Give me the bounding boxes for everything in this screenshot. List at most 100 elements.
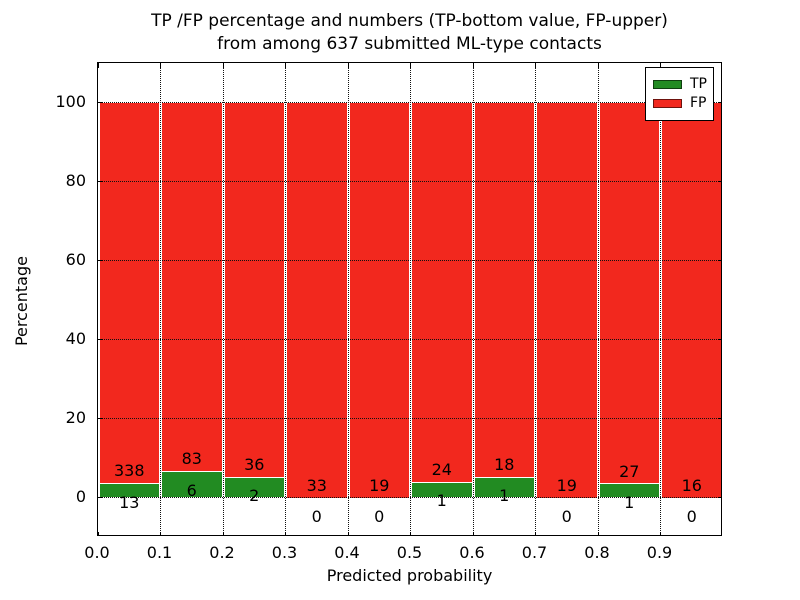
x-tick-label: 0.6: [459, 543, 485, 562]
chart-title-line2: from among 637 submitted ML-type contact…: [217, 34, 602, 54]
y-tick-label: 100: [55, 91, 86, 111]
fp-bar-segment: [412, 102, 472, 482]
y-gridline: [98, 418, 721, 419]
tp-legend-label: TP: [690, 76, 707, 92]
x-gridline: [222, 63, 224, 535]
y-tick-label: 40: [65, 328, 86, 348]
fp-bar-segment: [662, 102, 721, 498]
y-gridline: [98, 339, 721, 340]
fp-legend-label: FP: [690, 95, 707, 111]
x-tick-mark: [472, 63, 474, 68]
tp-count-label: 0: [686, 507, 697, 527]
tp-bar-segment: [599, 483, 659, 498]
x-tick-mark: [660, 63, 661, 68]
tp-count-label: 0: [561, 507, 572, 527]
y-tick-mark: [98, 339, 103, 340]
y-tick-label: 20: [65, 407, 86, 427]
tp-bar-segment: [99, 482, 159, 498]
y-tick-mark: [98, 102, 103, 103]
legend: TP FP: [645, 67, 714, 121]
tp-count-label: 1: [624, 493, 635, 513]
fp-bar-segment: [162, 102, 222, 471]
x-gridline: [472, 63, 474, 535]
y-gridline: [98, 497, 721, 498]
x-tick-mark: [597, 532, 599, 535]
tp-legend-swatch: [653, 79, 682, 89]
fp-count-label: 18: [494, 454, 515, 474]
fp-count-label: 24: [431, 459, 452, 479]
x-tick-label: 0.4: [334, 543, 360, 562]
x-axis-label: Predicted probability: [326, 566, 493, 585]
fp-bar-segment: [287, 102, 347, 498]
y-tick-mark: [98, 418, 103, 419]
fp-count-label: 16: [681, 475, 702, 495]
x-tick-mark: [660, 532, 661, 535]
y-tick-mark: [718, 497, 721, 498]
x-tick-mark: [597, 63, 599, 68]
plot-area: 338 13 83 6 36 2 33 0 19 0 24 1 18 1 19 0 27 1 16 0: [97, 62, 722, 536]
fp-bar-segment: [599, 102, 659, 484]
y-tick-label: 60: [65, 249, 86, 269]
fp-count-label: 19: [369, 475, 390, 495]
fp-count-label: 33: [306, 475, 327, 495]
y-gridline: [98, 102, 721, 103]
y-tick-label: 80: [65, 170, 86, 190]
tp-bar-segment: [412, 481, 472, 498]
y-gridline: [98, 181, 721, 182]
x-gridline: [347, 63, 349, 535]
fp-bar-segment: [349, 102, 409, 498]
legend-entry-fp: FP: [653, 95, 707, 111]
tp-count-label: 6: [186, 480, 197, 500]
tp-count-label: 13: [119, 492, 140, 512]
x-tick-mark: [160, 63, 161, 68]
x-tick-mark: [347, 63, 349, 68]
x-tick-mark: [535, 532, 536, 535]
x-gridline: [410, 63, 411, 535]
fp-count-label: 83: [181, 449, 202, 469]
y-tick-mark: [718, 102, 721, 103]
x-tick-mark: [410, 532, 411, 535]
fp-bar-segment: [99, 102, 159, 483]
x-tick-mark: [285, 532, 286, 535]
tp-bar-segment: [224, 476, 284, 498]
x-tick-label: 0.1: [146, 543, 173, 562]
tp-count-label: 2: [249, 486, 260, 506]
y-tick-mark: [98, 497, 103, 498]
fp-bar-segment: [474, 102, 534, 477]
x-tick-mark: [347, 532, 349, 535]
chart-title-line1: TP /FP percentage and numbers (TP-bottom…: [151, 11, 668, 31]
y-tick-mark: [718, 339, 721, 340]
fp-legend-swatch: [653, 98, 682, 108]
fp-count-label: 19: [556, 475, 577, 495]
plot-inner: 338 13 83 6 36 2 33 0 19 0 24 1 18 1 19 0 27 1 16 0: [98, 63, 721, 535]
x-tick-mark: [222, 532, 224, 535]
x-tick-label: 0.0: [84, 543, 110, 562]
x-tick-mark: [535, 63, 536, 68]
tp-bar-segment: [162, 470, 222, 498]
x-tick-mark: [410, 63, 411, 68]
x-gridline: [285, 63, 286, 535]
x-gridline: [160, 63, 161, 535]
legend-entry-tp: TP: [653, 76, 707, 92]
x-gridline: [535, 63, 536, 535]
y-tick-mark: [718, 181, 721, 182]
x-tick-mark: [472, 532, 474, 535]
x-tick-mark: [98, 532, 99, 535]
y-tick-label: 0: [75, 486, 86, 506]
fp-bar-segment: [224, 102, 284, 477]
x-tick-label: 0.7: [521, 543, 548, 562]
y-tick-mark: [98, 260, 103, 261]
fp-count-label: 338: [113, 461, 145, 481]
x-tick-label: 0.9: [646, 543, 673, 562]
x-tick-mark: [98, 63, 99, 68]
x-gridline: [597, 63, 599, 535]
tp-bar-segment: [474, 476, 534, 498]
fp-count-label: 27: [619, 461, 640, 481]
x-tick-label: 0.3: [271, 543, 298, 562]
x-tick-label: 0.2: [209, 543, 235, 562]
x-tick-mark: [222, 63, 224, 68]
tp-count-label: 1: [436, 491, 447, 511]
tp-count-label: 0: [374, 507, 385, 527]
x-tick-label: 0.5: [396, 543, 423, 562]
